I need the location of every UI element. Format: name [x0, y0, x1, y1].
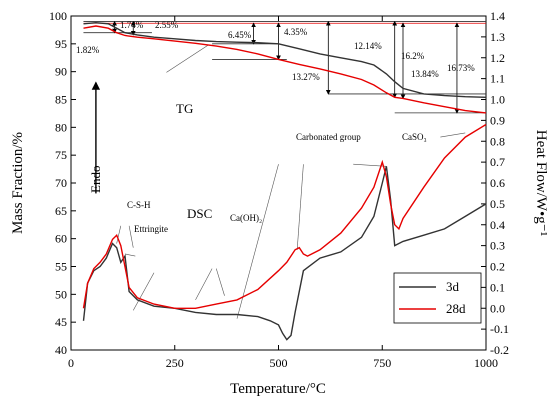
x-tick-label: 1000 — [474, 356, 498, 370]
y-right-tick-label: 0.7 — [490, 155, 505, 169]
y-left-tick-label: 80 — [55, 120, 67, 134]
y-left-tick-label: 40 — [55, 343, 67, 357]
y-right-tick-label: 0.1 — [490, 280, 505, 294]
annotation-endo: Endo — [88, 166, 103, 193]
legend-label-3d: 3d — [446, 279, 460, 294]
x-tick-label: 500 — [270, 356, 288, 370]
annotation-carbonated: Carbonated group — [296, 132, 361, 142]
annotation-caoh2: Ca(OH)₂ — [230, 213, 262, 223]
annotation-tg: TG — [176, 101, 193, 116]
mass-loss-label: 4.35% — [284, 27, 308, 37]
annotation-leader — [215, 268, 225, 296]
annotation-leader — [296, 164, 304, 250]
mass-loss-label: 1.82% — [76, 45, 100, 55]
y-right-tick-label: 0.8 — [490, 134, 505, 148]
y-right-tick-label: 0.4 — [490, 218, 505, 232]
x-axis-title: Temperature/°C — [230, 381, 326, 397]
annotation-leader — [132, 272, 155, 311]
y-left-tick-label: 50 — [55, 287, 67, 301]
y-right-tick-label: 0.5 — [490, 197, 505, 211]
mass-loss-label: 12.14% — [354, 41, 382, 51]
y-right-tick-label: 1.2 — [490, 51, 505, 65]
annotation-leader — [236, 164, 279, 319]
y-left-tick-label: 95 — [55, 37, 67, 51]
y-left-tick-label: 100 — [49, 9, 67, 23]
legend-box — [393, 272, 482, 324]
y-left-tick-label: 90 — [55, 65, 67, 79]
dsc-line-28d — [82, 123, 487, 309]
annotation-leader — [440, 132, 466, 138]
annotation-leader — [166, 44, 209, 73]
mass-loss-label: 6.45% — [228, 30, 252, 40]
y-left-tick-label: 65 — [55, 204, 67, 218]
tg-line-3d — [83, 21, 487, 98]
x-tick-label: 250 — [166, 356, 184, 370]
annotation-ettringite: Ettringite — [134, 224, 168, 234]
y-right-tick-label: -0.2 — [490, 343, 509, 357]
annotation-leader — [195, 268, 213, 301]
tg-line-28d — [83, 25, 487, 114]
mass-loss-label: 13.84% — [411, 69, 439, 79]
y-left-tick-label: 75 — [55, 148, 67, 162]
y-left-tick-label: 60 — [55, 232, 67, 246]
annotation-csh: C-S-H — [127, 200, 151, 210]
legend: 3d 28d — [393, 272, 482, 324]
x-tick-label: 0 — [68, 356, 74, 370]
mass-loss-label: 1.74% — [120, 20, 144, 30]
y-left-axis-title: Mass Fraction/% — [10, 132, 26, 234]
annotation-leader — [116, 225, 122, 244]
y-left-tick-label: 55 — [55, 260, 67, 274]
mass-loss-label: 2.55% — [155, 20, 179, 30]
y-left-tick-label: 70 — [55, 176, 67, 190]
y-right-tick-label: 0.0 — [490, 301, 505, 315]
annotation-caso3: CaSO₃ — [402, 132, 427, 142]
y-left-tick-label: 85 — [55, 93, 67, 107]
annotation-dsc: DSC — [187, 206, 212, 221]
y-right-tick-label: 0.3 — [490, 239, 505, 253]
mass-loss-label: 16.73% — [447, 63, 475, 73]
annotation-leader — [124, 253, 136, 257]
y-right-tick-label: 1.0 — [490, 93, 505, 107]
y-right-tick-label: 1.1 — [490, 72, 505, 86]
y-right-axis-title: Heat Flow/W•g⁻¹ — [533, 130, 549, 236]
y-right-tick-label: 1.4 — [490, 9, 505, 23]
mass-loss-label: 16.2% — [401, 51, 425, 61]
x-tick-label: 750 — [373, 356, 391, 370]
y-right-tick-label: 0.6 — [490, 176, 505, 190]
y-right-tick-label: 0.2 — [490, 260, 505, 274]
mass-loss-label: 13.27% — [292, 72, 320, 82]
annotation-leader — [128, 225, 134, 248]
y-right-tick-label: 0.9 — [490, 113, 505, 127]
y-left-tick-label: 45 — [55, 315, 67, 329]
y-right-tick-label: 1.3 — [490, 30, 505, 44]
legend-label-28d: 28d — [446, 301, 466, 316]
y-right-tick-label: -0.1 — [490, 322, 509, 336]
